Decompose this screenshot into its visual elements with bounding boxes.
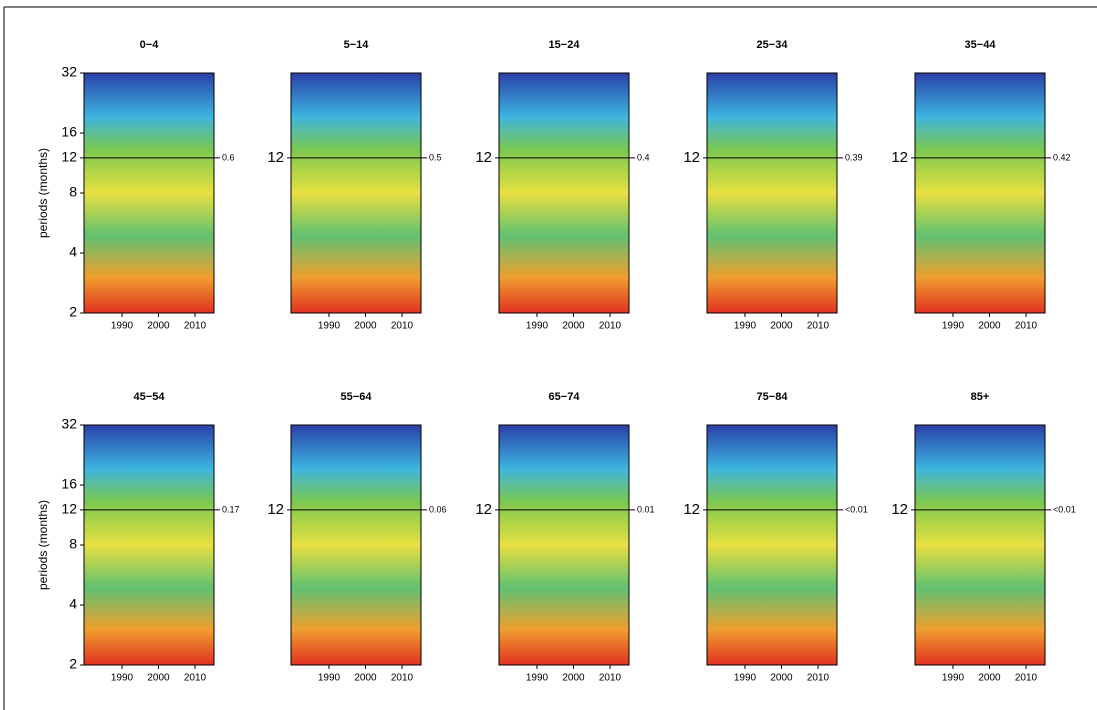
y-tick-label: 2 <box>69 304 77 320</box>
annotation: 0.5 <box>429 152 442 162</box>
x-tick-label: 2010 <box>599 321 622 332</box>
annotation: 0.17 <box>222 504 240 514</box>
wavelet-power <box>707 425 837 665</box>
wavelet-power <box>707 73 837 313</box>
annotation: 0.4 <box>637 152 650 162</box>
x-tick-label: 2010 <box>391 673 414 684</box>
panel-title: 25−34 <box>757 39 789 51</box>
x-tick-label: 2000 <box>770 321 793 332</box>
wavelet-power <box>291 73 421 313</box>
panel-title: 75−84 <box>757 391 789 403</box>
panel-title: 15−24 <box>549 39 581 51</box>
y-tick-label: 2 <box>69 656 77 672</box>
x-tick-label: 1990 <box>734 673 757 684</box>
plot-frame <box>914 72 1046 314</box>
x-tick-label: 2000 <box>770 673 793 684</box>
panel-title: 5−14 <box>344 39 370 51</box>
wavelet-power <box>915 425 1045 665</box>
y-tick-label: 12 <box>891 149 908 166</box>
x-tick-label: 2010 <box>807 321 830 332</box>
x-tick-label: 2010 <box>391 321 414 332</box>
plot-frame <box>706 424 838 666</box>
y-axis-label: periods (months) <box>36 148 50 238</box>
y-tick-label: 12 <box>475 149 492 166</box>
y-tick-label: 12 <box>61 149 77 165</box>
y-tick-label: 16 <box>61 476 77 492</box>
plot-frame <box>498 424 630 666</box>
x-tick-label: 2000 <box>147 321 170 332</box>
plot-frame <box>290 424 422 666</box>
y-tick-label: 12 <box>683 149 700 166</box>
x-tick-label: 2000 <box>562 321 585 332</box>
x-tick-label: 2010 <box>1015 321 1038 332</box>
y-tick-label: 16 <box>61 124 77 140</box>
wavelet-power <box>84 73 214 313</box>
plot-frame <box>290 72 422 314</box>
y-tick-label: 12 <box>475 501 492 518</box>
y-tick-label: 12 <box>61 501 77 517</box>
y-tick-label: 4 <box>69 244 77 260</box>
x-tick-label: 2000 <box>978 321 1001 332</box>
wavelet-power <box>291 425 421 665</box>
panel-title: 45−54 <box>134 391 166 403</box>
x-tick-label: 2010 <box>807 673 830 684</box>
y-tick-label: 32 <box>61 416 77 432</box>
wavelet-power <box>84 425 214 665</box>
annotation: 0.6 <box>222 152 235 162</box>
x-tick-label: 1990 <box>942 673 965 684</box>
panel-title: 85+ <box>971 391 990 403</box>
wavelet-power <box>499 73 629 313</box>
annotation: <0.01 <box>1053 504 1076 514</box>
panel-title: 55−64 <box>341 391 373 403</box>
x-tick-label: 2000 <box>354 673 377 684</box>
annotation: 0.42 <box>1053 152 1071 162</box>
annotation: 0.39 <box>845 152 863 162</box>
x-tick-label: 2000 <box>978 673 1001 684</box>
y-tick-label: 8 <box>69 184 77 200</box>
annotation: 0.06 <box>429 504 447 514</box>
panel-title: 0−4 <box>140 39 160 51</box>
x-tick-label: 2010 <box>1015 673 1038 684</box>
y-tick-label: 12 <box>891 501 908 518</box>
x-tick-label: 2010 <box>599 673 622 684</box>
y-tick-label: 12 <box>267 501 284 518</box>
y-tick-label: 12 <box>683 501 700 518</box>
plot-frame <box>914 424 1046 666</box>
x-tick-label: 1990 <box>526 673 549 684</box>
x-tick-label: 1990 <box>318 673 341 684</box>
y-tick-label: 12 <box>267 149 284 166</box>
annotation: 0.01 <box>637 504 655 514</box>
x-tick-label: 1990 <box>942 321 965 332</box>
x-tick-label: 1990 <box>318 321 341 332</box>
y-axis-label: periods (months) <box>36 500 50 590</box>
x-tick-label: 2010 <box>184 321 207 332</box>
plot-frame <box>706 72 838 314</box>
x-tick-label: 1990 <box>734 321 757 332</box>
x-tick-label: 2010 <box>184 673 207 684</box>
annotation: <0.01 <box>845 504 868 514</box>
x-tick-label: 2000 <box>147 673 170 684</box>
x-tick-label: 2000 <box>354 321 377 332</box>
x-tick-label: 1990 <box>526 321 549 332</box>
y-tick-label: 4 <box>69 596 77 612</box>
x-tick-label: 2000 <box>562 673 585 684</box>
panel-title: 35−44 <box>965 39 997 51</box>
x-tick-label: 1990 <box>111 673 134 684</box>
plot-frame <box>498 72 630 314</box>
wavelet-power <box>499 425 629 665</box>
wavelet-power <box>915 73 1045 313</box>
panel-title: 65−74 <box>549 391 581 403</box>
y-tick-label: 32 <box>61 64 77 80</box>
y-tick-label: 8 <box>69 536 77 552</box>
x-tick-label: 1990 <box>111 321 134 332</box>
